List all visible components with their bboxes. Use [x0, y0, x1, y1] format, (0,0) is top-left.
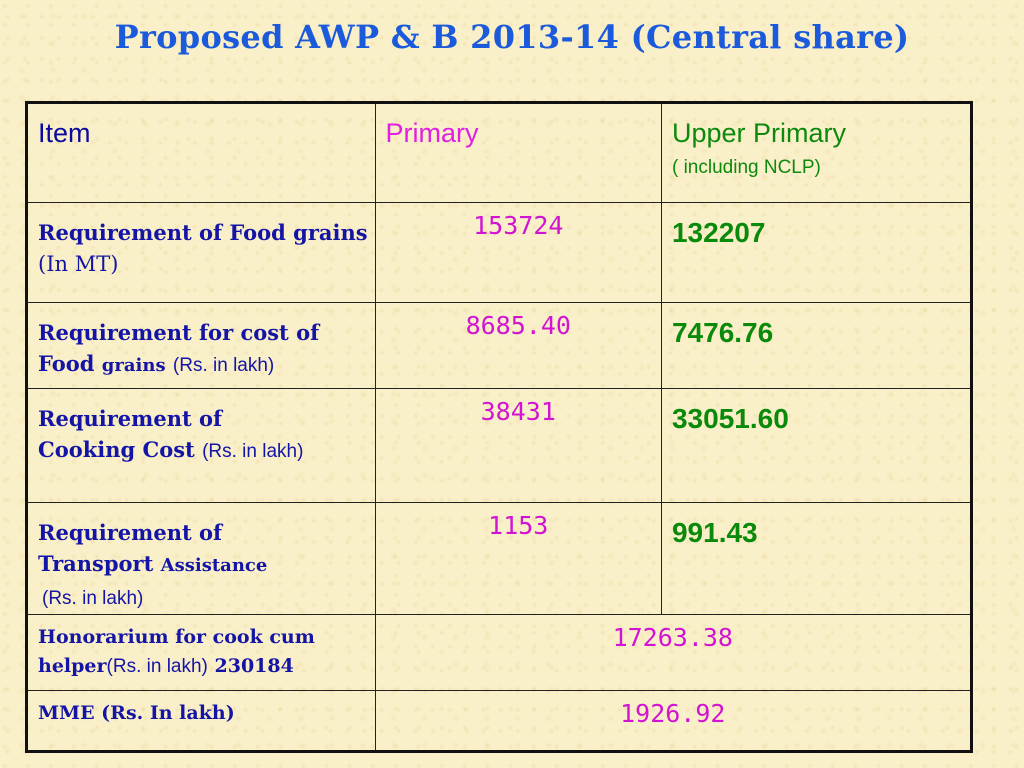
table-row: MME (Rs. In lakh) 1926.92 [26, 690, 973, 752]
upper-primary-value-cell: 7476.76 [660, 302, 973, 389]
row-label-unit: (Rs. in lakh) [106, 656, 208, 677]
slide-title: Proposed AWP & B 2013-14 (Central share) [114, 18, 910, 56]
row-label: Requirement of Food grains (In MT) [38, 217, 369, 280]
row-label-unit: (In MT) [38, 252, 119, 276]
upper-primary-value-cell: 991.43 [660, 502, 973, 615]
table-row: Requirement for cost of Food grains (Rs.… [26, 302, 973, 389]
upper-primary-value-cell: 132207 [660, 202, 973, 303]
row-label-main: MME (Rs. In lakh) [38, 702, 235, 724]
row-label-main: Requirement for cost of Food [38, 320, 320, 376]
table-header-row: Item Primary Upper Primary ( including N… [26, 102, 973, 203]
row-label-unit: (Rs. in lakh) [202, 441, 304, 462]
row-label-unit: (Rs. in lakh) [42, 588, 144, 609]
primary-value: 153724 [473, 211, 564, 240]
table-row: Requirement of Food grains (In MT) 15372… [26, 202, 973, 303]
table-row: Requirement of Transport Assistance (Rs.… [26, 502, 973, 615]
primary-value: 38431 [480, 397, 556, 426]
upper-primary-value: 991.43 [671, 517, 758, 548]
row-label-main: Requirement of Food grains [38, 220, 368, 245]
header-item-cell: Item [26, 102, 376, 203]
primary-value-cell: 38431 [374, 388, 662, 503]
primary-value-cell: 8685.40 [374, 302, 662, 389]
row-label-extra: Assistance [160, 555, 268, 576]
header-primary-cell: Primary [374, 102, 662, 203]
row-label: Honorarium for cook cum helper(Rs. in la… [38, 623, 369, 681]
row-label: Requirement of Cooking Cost (Rs. in lakh… [38, 403, 369, 467]
row-label-cell: Requirement of Transport Assistance (Rs.… [26, 502, 376, 615]
row-label-number: 230184 [214, 655, 294, 677]
row-label-unit: (Rs. in lakh) [172, 355, 275, 376]
merged-value-cell: 1926.92 [374, 690, 973, 752]
upper-primary-value: 132207 [671, 217, 766, 248]
primary-value-cell: 153724 [374, 202, 662, 303]
primary-value-cell: 1153 [374, 502, 662, 615]
row-label: Requirement of Transport Assistance (Rs.… [38, 517, 369, 614]
header-item-label: Item [38, 118, 91, 148]
header-upper-primary-cell: Upper Primary ( including NCLP) [660, 102, 973, 203]
header-primary-label: Primary [385, 118, 479, 148]
row-label-cell: MME (Rs. In lakh) [26, 690, 376, 752]
row-label-cell: Honorarium for cook cum helper(Rs. in la… [26, 614, 376, 691]
table-row: Requirement of Cooking Cost (Rs. in lakh… [26, 388, 973, 503]
table-row: Honorarium for cook cum helper(Rs. in la… [26, 614, 973, 691]
header-upper-primary-sublabel: ( including NCLP) [671, 157, 821, 178]
primary-value: 1153 [488, 511, 549, 540]
upper-primary-value: 33051.60 [671, 403, 789, 434]
awp-table: Item Primary Upper Primary ( including N… [25, 101, 973, 753]
row-label: MME (Rs. In lakh) [38, 699, 369, 728]
row-label-extra: grains [101, 355, 166, 376]
row-label-main: Requirement of Cooking Cost [38, 406, 223, 462]
row-label-main: Requirement of Transport [38, 520, 223, 576]
row-label: Requirement for cost of Food grains (Rs.… [38, 317, 369, 381]
row-label-cell: Requirement of Food grains (In MT) [26, 202, 376, 303]
row-label-cell: Requirement for cost of Food grains (Rs.… [26, 302, 376, 389]
header-upper-primary-label: Upper Primary [671, 118, 847, 148]
merged-value: 1926.92 [620, 699, 726, 728]
row-label-cell: Requirement of Cooking Cost (Rs. in lakh… [26, 388, 376, 503]
primary-value: 8685.40 [465, 311, 571, 340]
upper-primary-value-cell: 33051.60 [660, 388, 973, 503]
upper-primary-value: 7476.76 [671, 317, 774, 348]
merged-value-cell: 17263.38 [374, 614, 973, 691]
row-label-main: Honorarium for cook cum helper [38, 626, 315, 677]
merged-value: 17263.38 [612, 623, 733, 652]
